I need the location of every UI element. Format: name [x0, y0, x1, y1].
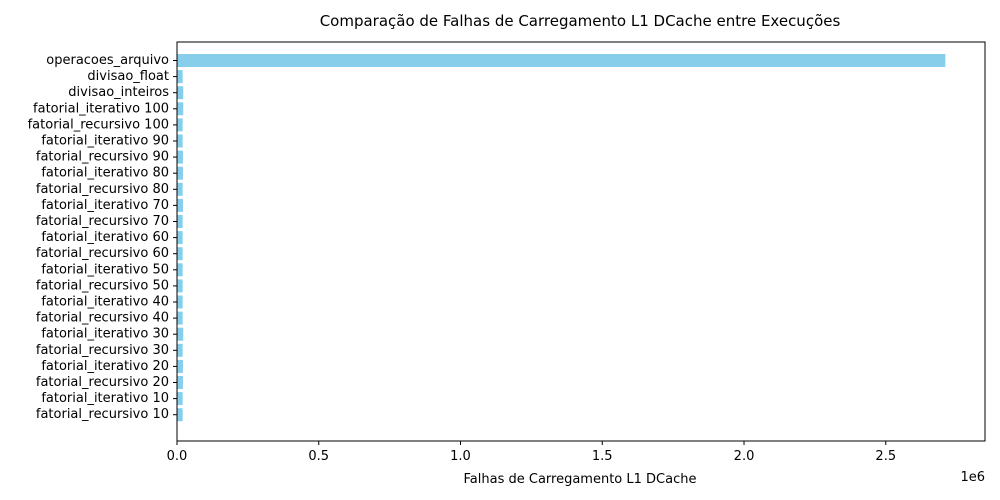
category-label: fatorial_recursivo 80 [36, 182, 169, 197]
category-label: fatorial_recursivo 10 [36, 407, 169, 422]
bar [177, 376, 183, 389]
bar [177, 166, 183, 180]
category-label: fatorial_recursivo 40 [36, 311, 169, 326]
bar [177, 295, 183, 309]
category-label: fatorial_recursivo 20 [36, 375, 169, 390]
category-label: fatorial_recursivo 30 [36, 343, 169, 358]
bar [177, 54, 946, 67]
category-label: fatorial_iterativo 50 [41, 262, 169, 277]
category-label: divisao_float [87, 69, 169, 84]
plot-frame [176, 41, 986, 442]
chart-title: Comparação de Falhas de Carregamento L1 … [320, 12, 841, 30]
x-tick-label: 2.5 [875, 449, 896, 464]
bar [177, 182, 183, 196]
bar [177, 279, 183, 293]
bar [177, 392, 183, 406]
category-label: fatorial_recursivo 100 [28, 117, 169, 132]
category-label: fatorial_iterativo 10 [41, 391, 169, 406]
x-tick-label: 2.0 [734, 449, 755, 464]
bar [177, 118, 183, 132]
x-tick-label: 0.0 [167, 449, 188, 464]
category-label: fatorial_iterativo 80 [41, 166, 169, 181]
bar [177, 215, 183, 228]
bar [177, 134, 183, 148]
category-label: operacoes_arquivo [46, 53, 169, 68]
bar [177, 247, 183, 261]
bar [177, 408, 183, 422]
x-axis-label: Falhas de Carregamento L1 DCache [464, 472, 697, 487]
bar [177, 198, 183, 212]
category-label: fatorial_iterativo 40 [41, 295, 169, 310]
category-label: fatorial_iterativo 90 [41, 134, 169, 149]
category-labels: operacoes_arquivodivisao_floatdivisao_in… [28, 53, 177, 422]
category-label: fatorial_recursivo 50 [36, 278, 169, 293]
bar [177, 343, 183, 357]
x-axis-ticks: 0.0 0.5 1.0 1.5 2.0 2.5 [167, 441, 896, 464]
bar [177, 70, 183, 84]
x-tick-label: 0.5 [308, 449, 329, 464]
bars-group [177, 54, 946, 422]
x-tick-label: 1.5 [592, 449, 613, 464]
bar [177, 102, 184, 116]
bar [177, 86, 184, 100]
category-label: divisao_inteiros [68, 85, 169, 100]
bar [177, 311, 183, 325]
category-label: fatorial_recursivo 60 [36, 246, 169, 261]
category-label: fatorial_iterativo 30 [41, 327, 169, 342]
x-tick-label: 1.0 [450, 449, 471, 464]
category-label: fatorial_iterativo 100 [33, 101, 169, 116]
bar [177, 359, 183, 373]
category-label: fatorial_iterativo 60 [41, 230, 169, 245]
category-label: fatorial_recursivo 90 [36, 150, 169, 165]
x-axis-offset-label: 1e6 [960, 470, 985, 485]
bar [177, 327, 184, 341]
category-label: fatorial_recursivo 70 [36, 214, 169, 229]
category-label: fatorial_iterativo 70 [41, 198, 169, 213]
bar [177, 263, 183, 277]
bar [177, 150, 183, 164]
category-label: fatorial_iterativo 20 [41, 359, 169, 374]
bar [177, 231, 183, 245]
